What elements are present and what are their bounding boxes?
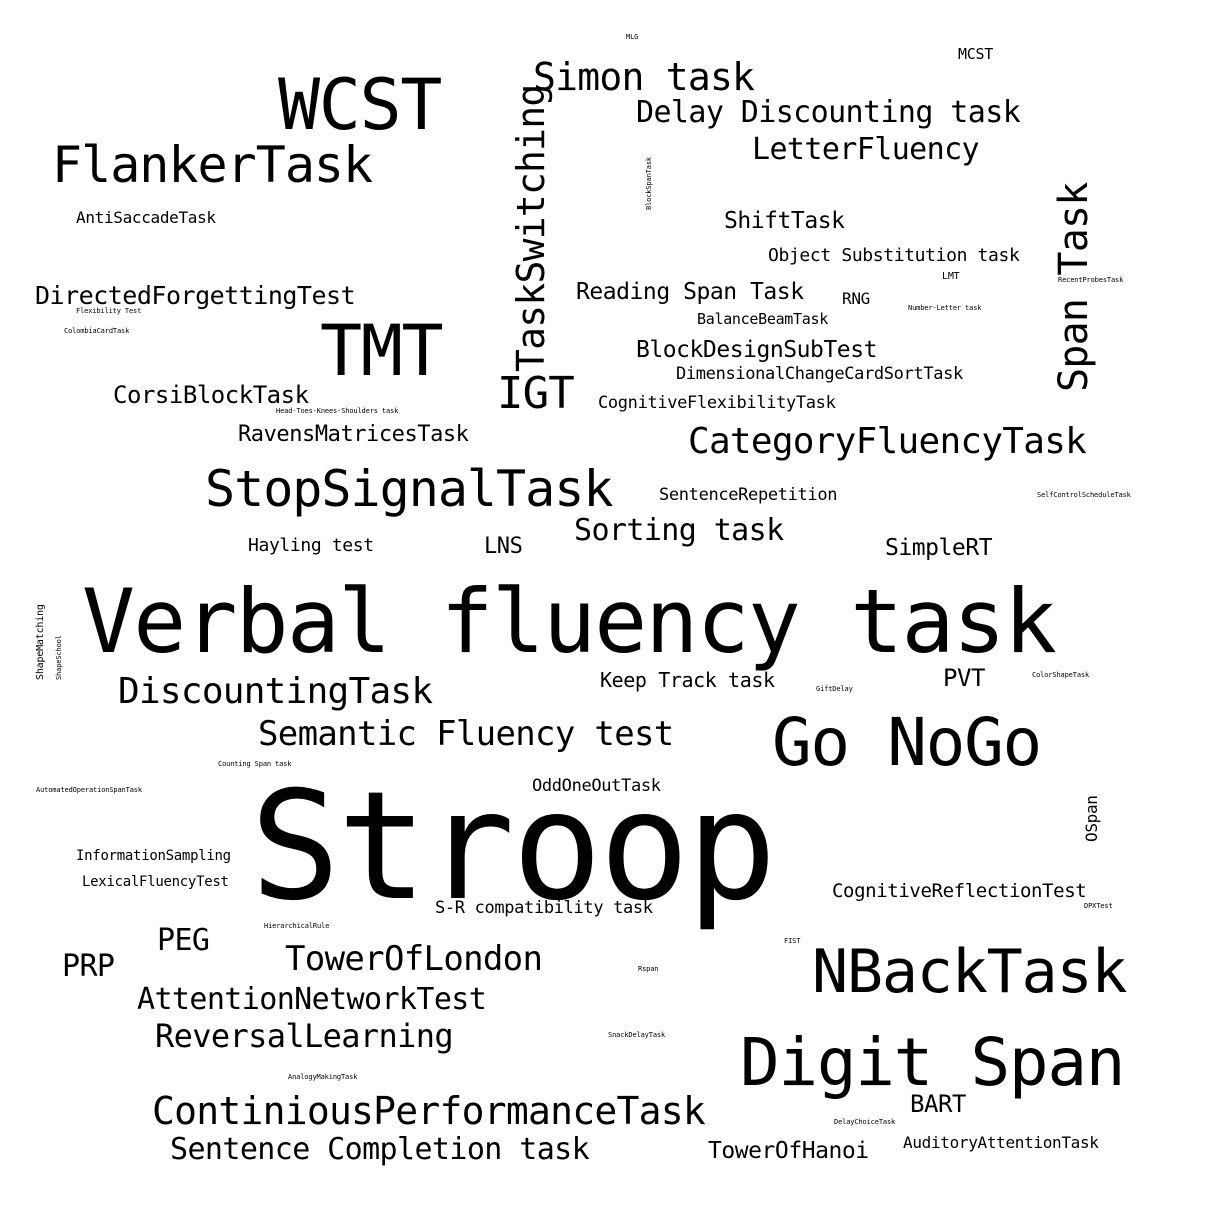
word-delaychoicetask: DelayChoiceTask <box>834 1118 896 1126</box>
word-mcst: MCST <box>958 45 993 63</box>
word-delay-discounting-task: Delay Discounting task <box>636 95 1021 130</box>
word-semantic-fluency-test: Semantic Fluency test <box>258 714 674 754</box>
word-peg: PEG <box>157 923 210 958</box>
word-discountingtask: DiscountingTask <box>118 671 433 712</box>
word-flankertask: FlankerTask <box>52 136 373 194</box>
word-rspan: Rspan <box>638 965 659 973</box>
word-lexicalfluencytest: LexicalFluencyTest <box>82 874 229 890</box>
word-selfcontrolschedulefask: SelfControlScheduleTask <box>1037 491 1131 499</box>
word-ravensmatricestask: RavensMatricesTask <box>238 422 469 447</box>
word-hierarchicalrule: HierarchicalRule <box>264 922 330 930</box>
word-recentprobestask: RecentProbesTask <box>1058 276 1124 284</box>
word-sentence-completion-task: Sentence Completion task <box>170 1132 590 1167</box>
word-colombiacardtask: ColombiaCardTask <box>64 327 130 335</box>
word-attentionnetworktest: AttentionNetworkTest <box>137 982 487 1017</box>
word-prp: PRP <box>62 949 115 984</box>
word-automatedoperationspantask: AutomatedOperationSpanTask <box>36 786 142 794</box>
word-digit-span: Digit Span <box>740 1024 1125 1101</box>
word-tmt: TMT <box>320 310 444 392</box>
word-keep-track-task: Keep Track task <box>600 668 775 692</box>
word-oddoneouttask: OddOneOutTask <box>532 776 661 796</box>
word-taskswitching: TaskSwitching <box>509 84 553 372</box>
word-lmt: LMT <box>942 271 960 282</box>
word-s-r-compatibility-task: S-R compatibility task <box>435 898 653 918</box>
word-nbacktask: NBackTask <box>812 937 1128 1007</box>
word-analogymakingtask: AnalogyMakingTask <box>288 1073 358 1081</box>
word-hayling-test: Hayling test <box>248 535 374 556</box>
word-bart: BART <box>910 1090 966 1118</box>
word-corsiblocktask: CorsiBlockTask <box>113 381 309 409</box>
word-shapeschool: ShapeSchool <box>55 635 63 680</box>
word-simplert: SimpleRT <box>885 535 993 561</box>
word-shifttask: ShiftTask <box>724 208 845 234</box>
word-sentencerepetition: SentenceRepetition <box>659 485 838 505</box>
word-cognitiveflexibilitytask: CognitiveFlexibilityTask <box>598 393 836 413</box>
word-pvt: PVT <box>943 664 985 692</box>
word-span-task: Span Task <box>1051 182 1097 392</box>
word-stopsignaltask: StopSignalTask <box>205 460 613 518</box>
word-dpxtest: DPXTest <box>1084 902 1113 910</box>
word-balancebeamtask: BalanceBeamTask <box>697 310 828 328</box>
word-toweroofhanoi: TowerOfHanoi <box>708 1138 869 1164</box>
word-number-letter-task: Number-Letter task <box>908 304 982 312</box>
word-simon-task: Simon task <box>533 55 755 99</box>
word-reversallearning: ReversalLearning <box>155 1017 454 1055</box>
word-mlg: MLG <box>626 33 639 41</box>
word-wcst: WCST <box>278 64 442 146</box>
word-verbal-fluency-task: Verbal fluency task <box>82 570 1057 673</box>
word-informationsampling: InformationSampling <box>76 848 231 864</box>
word-stroop: Stroop <box>250 760 777 934</box>
word-shapematching: ShapeMatching <box>35 604 46 680</box>
word-toweroflondon: TowerOfLondon <box>285 939 543 979</box>
word-categoryfluencytask: CategoryFluencyTask <box>688 421 1087 462</box>
word-fist: FIST <box>784 937 801 945</box>
word-go-nogo: Go NoGo <box>772 704 1042 781</box>
word-dimensionalchangecardsorttask: DimensionalChangeCardSortTask <box>676 364 963 384</box>
word-giftdelay: GiftDelay <box>816 685 853 693</box>
word-antisaccadetask: AntiSaccadeTask <box>76 208 216 227</box>
word-object-substitution-task: Object Substitution task <box>768 245 1020 266</box>
word-rng: RNG <box>842 289 870 308</box>
word-ospan: OSpan <box>1082 795 1101 842</box>
word-snackdelaytask: SnackDelayTask <box>608 1031 666 1039</box>
word-continiousperformancetask: ContiniousPerformanceTask <box>152 1089 706 1133</box>
word-colorshapetask: ColorShapeTask <box>1032 671 1090 679</box>
word-counting-span-task: Counting Span task <box>218 760 292 768</box>
word-head-toes-knees-shoulders-task: Head-Toes-Knees-Shoulders task <box>276 407 399 415</box>
word-sorting-task: Sorting task <box>574 513 784 548</box>
word-auditoryattentiontask: AuditoryAttentionTask <box>903 1133 1099 1152</box>
word-reading-span-task: Reading Span Task <box>576 279 804 305</box>
word-lns: LNS <box>484 534 523 559</box>
word-letterfluency: LetterFluency <box>752 132 980 167</box>
word-flexibility-test: Flexibility Test <box>76 307 142 315</box>
word-igt: IGT <box>497 368 575 419</box>
word-blockdesignsubtest: BlockDesignSubTest <box>636 337 877 363</box>
word-cognitivereflectiontest: CognitiveReflectionTest <box>832 880 1087 902</box>
word-directedforgettingtest: DirectedForgettingTest <box>35 281 356 310</box>
word-blockspantask: BlockSpanTask <box>645 157 653 210</box>
